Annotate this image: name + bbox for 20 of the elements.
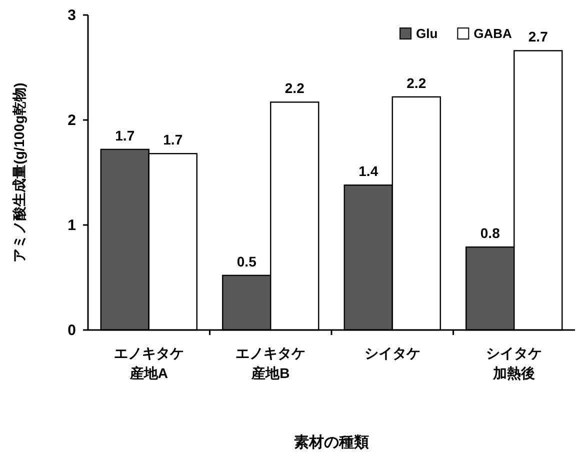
x-tick-label: シイタケ加熱後	[486, 345, 542, 381]
y-tick-label: 3	[68, 7, 76, 24]
x-tick-label: エノキタケ産地A	[114, 345, 184, 381]
y-tick-label: 2	[68, 112, 76, 129]
data-label: 1.7	[163, 132, 183, 148]
y-tick-label: 0	[68, 322, 76, 339]
data-label: 1.7	[115, 127, 135, 144]
y-axis-title: アミノ酸生成量(g/100g乾物)	[11, 82, 27, 262]
data-label: 1.4	[358, 163, 378, 180]
legend-label: GABA	[474, 26, 513, 41]
y-tick-label: 1	[68, 217, 76, 234]
x-tick-label: シイタケ	[364, 345, 420, 361]
data-label: 2.7	[528, 28, 548, 45]
data-label: 2.2	[406, 74, 426, 91]
legend-label: Glu	[416, 26, 438, 41]
data-label: 0.8	[480, 225, 500, 242]
x-tick-label: エノキタケ産地B	[236, 345, 306, 381]
data-label: 2.2	[284, 80, 305, 96]
x-axis-title: 素材の種類	[294, 434, 369, 451]
data-label: 0.5	[236, 253, 257, 270]
